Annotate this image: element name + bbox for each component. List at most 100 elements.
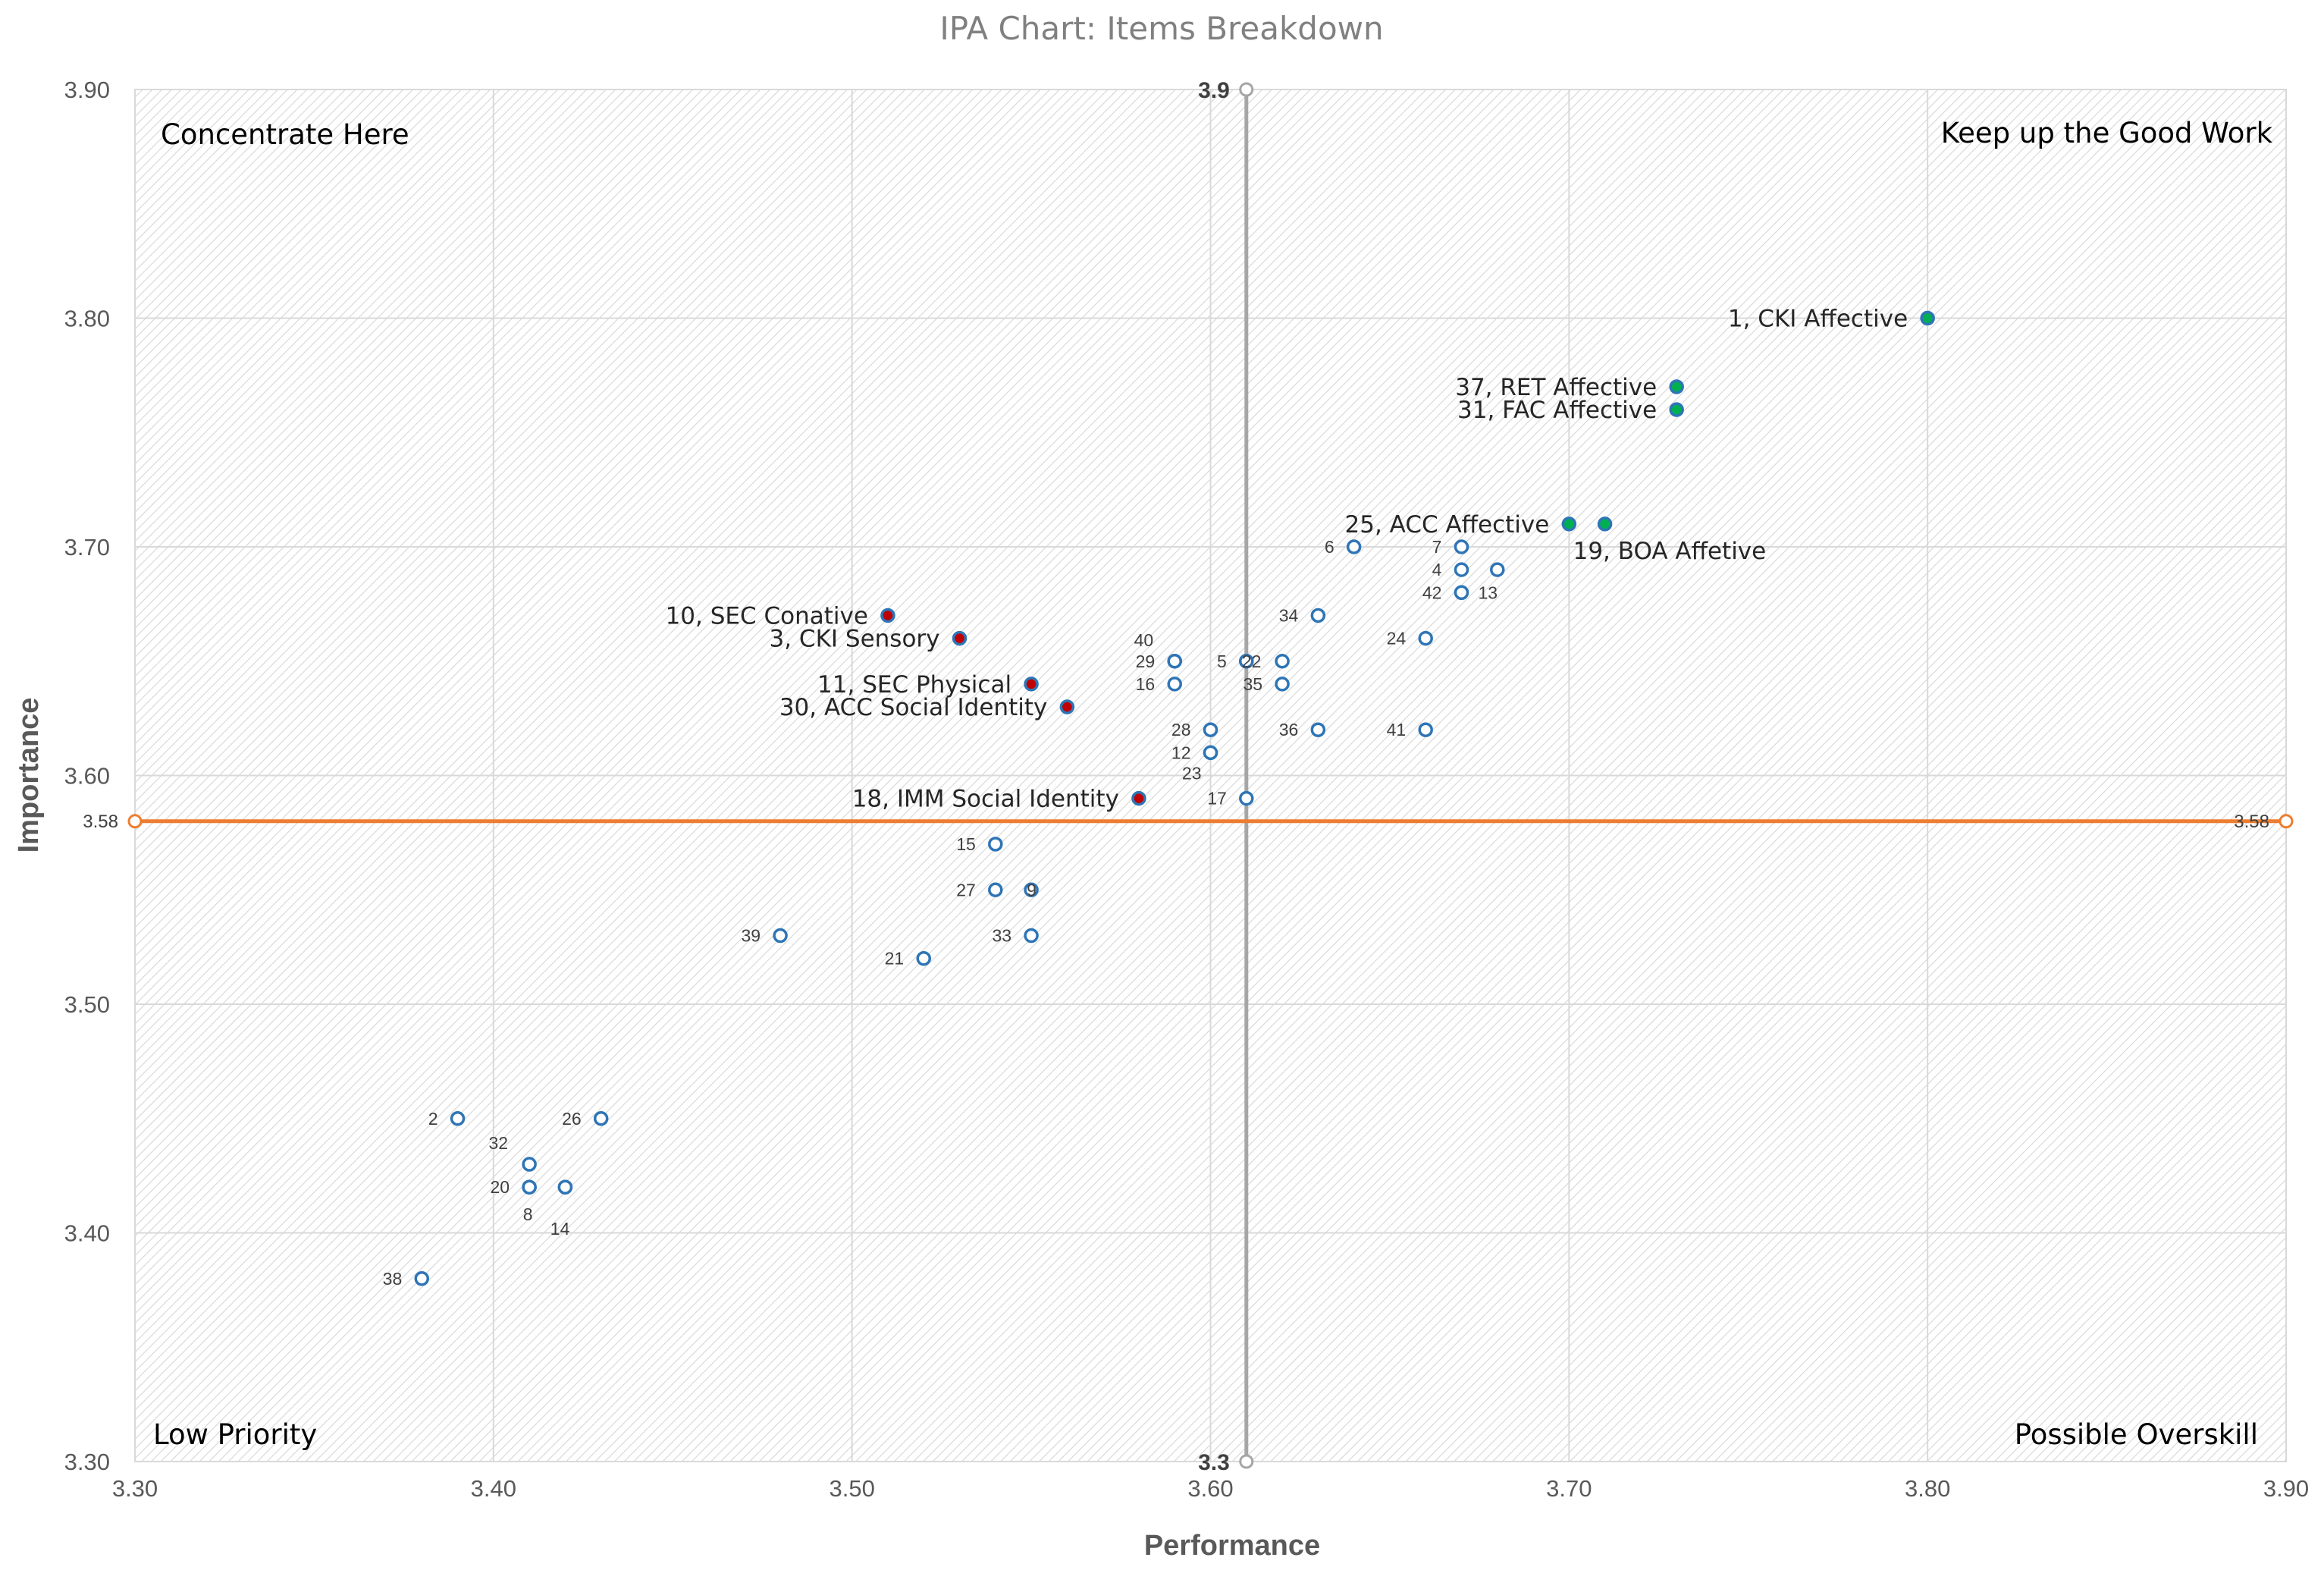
- data-point: [1597, 517, 1613, 532]
- x-tick-label: 3.50: [829, 1475, 874, 1502]
- x-axis-title: Performance: [1144, 1530, 1320, 1562]
- point-label: 42: [1422, 582, 1442, 602]
- point-label: 18, IMM Social Identity: [852, 786, 1119, 813]
- point-label: 24: [1387, 629, 1407, 648]
- data-point: [988, 882, 1003, 897]
- y-tick-label: 3.40: [64, 1220, 110, 1247]
- data-point: [1346, 539, 1362, 554]
- vertical-ref-top-marker: [1239, 82, 1254, 97]
- y-tick-label: 3.70: [64, 534, 110, 560]
- data-point: [1669, 379, 1684, 394]
- data-point: [1454, 562, 1469, 577]
- point-label: 15: [956, 834, 976, 854]
- data-point: [988, 837, 1003, 852]
- point-label: 32: [489, 1133, 509, 1153]
- quadrant-label-overskill: Possible Overskill: [2015, 1418, 2258, 1451]
- data-point: [1490, 562, 1505, 577]
- point-label: 16: [1136, 674, 1156, 694]
- point-label: 6: [1325, 537, 1334, 557]
- point-label: 13: [1478, 582, 1498, 602]
- point-label: 2: [428, 1109, 438, 1129]
- data-point: [593, 1111, 609, 1126]
- data-point: [1454, 539, 1469, 554]
- point-label: 3, CKI Sensory: [770, 626, 940, 653]
- point-label: 5: [1217, 652, 1227, 671]
- data-point: [522, 1157, 537, 1172]
- y-tick-label: 3.30: [64, 1449, 110, 1475]
- point-label: 12: [1171, 743, 1191, 762]
- data-point: [1310, 722, 1326, 737]
- point-label: 9: [1027, 880, 1037, 900]
- x-tick-label: 3.70: [1546, 1475, 1592, 1502]
- quadrant-label-low-priority: Low Priority: [153, 1418, 317, 1451]
- point-label: 25, ACC Affective: [1345, 511, 1550, 539]
- point-label: 23: [1182, 763, 1202, 783]
- data-point: [952, 630, 968, 646]
- x-tick-label: 3.30: [112, 1475, 158, 1502]
- point-label: 31, FAC Affective: [1457, 397, 1657, 424]
- data-point: [1024, 882, 1039, 897]
- x-tick-label: 3.40: [471, 1475, 516, 1502]
- point-label: 27: [956, 880, 976, 900]
- point-label: 8: [523, 1204, 533, 1224]
- y-axis-title: Importance: [13, 698, 45, 853]
- data-point: [880, 608, 895, 623]
- point-label: 4: [1432, 560, 1442, 579]
- data-point: [1310, 608, 1326, 623]
- y-tick-label: 3.90: [64, 77, 110, 103]
- x-tick-label: 3.60: [1187, 1475, 1233, 1502]
- point-label: 35: [1243, 674, 1262, 694]
- y-tick-label: 3.60: [64, 763, 110, 790]
- point-label: 29: [1136, 652, 1156, 671]
- data-point: [1669, 402, 1684, 417]
- point-label: 1, CKI Affective: [1728, 306, 1908, 333]
- horizontal-ref-right-label: 3.58: [2234, 812, 2269, 832]
- point-label: 22: [1242, 652, 1262, 671]
- point-label: 17: [1207, 789, 1227, 809]
- axis-ticks: 3.30 3.40 3.50 3.60 3.70 3.80 3.90 3.30 3.40 3.50…: [64, 77, 2310, 1502]
- vertical-ref-bottom-label: 3.3: [1198, 1450, 1230, 1475]
- data-point: [1561, 517, 1577, 532]
- point-label: 41: [1387, 720, 1407, 739]
- data-point: [1024, 928, 1039, 944]
- data-point: [1203, 722, 1218, 737]
- data-point: [557, 1179, 573, 1195]
- data-point: [1059, 699, 1075, 714]
- data-point: [773, 928, 788, 944]
- horizontal-ref-right-marker: [2279, 814, 2294, 829]
- point-label: 26: [562, 1109, 582, 1129]
- point-label: 36: [1279, 720, 1299, 739]
- data-point: [1920, 310, 1935, 326]
- quadrant-label-keep-up: Keep up the Good Work: [1941, 117, 2273, 149]
- point-label: 34: [1279, 605, 1299, 625]
- vertical-ref-top-label: 3.9: [1198, 78, 1230, 103]
- point-label: 28: [1171, 720, 1191, 739]
- point-label: 30, ACC Social Identity: [779, 694, 1048, 721]
- point-label: 7: [1432, 537, 1442, 557]
- point-label: 14: [550, 1219, 570, 1239]
- y-tick-label: 3.50: [64, 991, 110, 1018]
- point-label: 11, SEC Physical: [817, 671, 1011, 699]
- data-point: [1275, 677, 1290, 692]
- chart-title: IPA Chart: Items Breakdown: [939, 10, 1383, 47]
- data-point: [414, 1271, 430, 1286]
- point-label: 40: [1134, 630, 1154, 650]
- data-point: [1418, 722, 1433, 737]
- horizontal-ref-left-marker: [127, 814, 143, 829]
- data-point: [1167, 654, 1182, 669]
- data-point: [1418, 630, 1433, 646]
- data-point: [916, 950, 931, 966]
- point-label: 37, RET Affective: [1455, 374, 1657, 401]
- vertical-ref-bottom-marker: [1239, 1454, 1254, 1469]
- data-point: [1024, 677, 1039, 692]
- point-label: 10, SEC Conative: [666, 602, 868, 630]
- y-tick-label: 3.80: [64, 306, 110, 332]
- quadrant-label-concentrate: Concentrate Here: [161, 118, 409, 151]
- data-point: [1131, 790, 1146, 806]
- data-point: [1203, 745, 1218, 761]
- point-label: 19, BOA Affetive: [1573, 538, 1767, 565]
- point-label: 39: [742, 926, 761, 946]
- data-point: [1239, 654, 1254, 669]
